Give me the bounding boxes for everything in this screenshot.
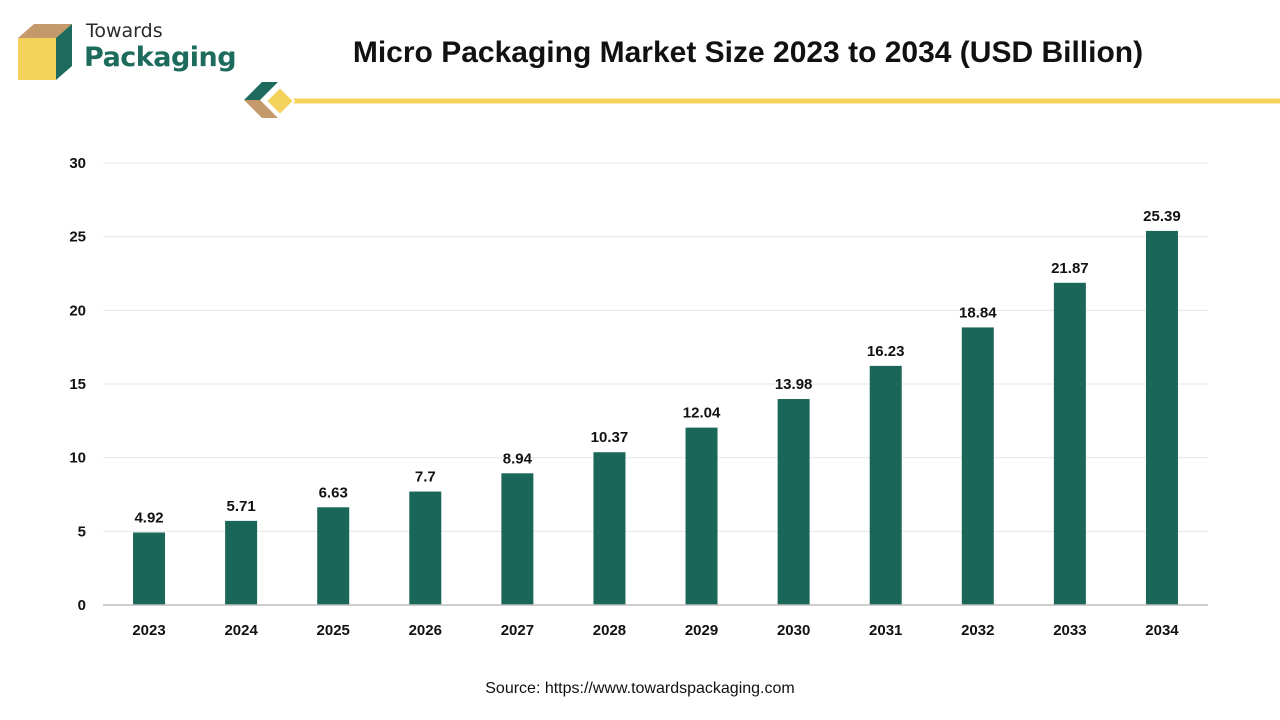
x-tick-label: 2033: [1053, 622, 1086, 639]
data-labels: 4.92 5.71 6.63 7.7 8.94 10.37 12.04 13.98 16.23 1…: [134, 208, 1180, 527]
brand-name-top: Towards: [86, 20, 163, 42]
data-label: 7.7: [415, 469, 436, 486]
x-tick-label: 2027: [501, 622, 534, 639]
diamond-yellow-icon: [264, 85, 296, 117]
x-tick-label: 2030: [777, 622, 810, 639]
x-axis-ticks: 2023 2024 2025 2026 2027 2028 2029 2030 2031 2032…: [132, 622, 1179, 639]
x-tick-label: 2031: [869, 622, 902, 639]
brand-name-bottom: Packaging: [84, 42, 237, 73]
data-label: 25.39: [1143, 208, 1181, 225]
bar: [133, 532, 166, 605]
x-tick-label: 2029: [685, 622, 718, 639]
data-label: 5.71: [227, 498, 256, 515]
grid-lines: [103, 162, 1208, 532]
bar: [501, 473, 534, 605]
x-tick-label: 2023: [132, 622, 165, 639]
data-label: 16.23: [867, 343, 905, 360]
y-tick-label: 0: [78, 597, 86, 614]
source-note: Source: https://www.towardspackaging.com: [485, 680, 795, 697]
data-label: 12.04: [683, 405, 721, 422]
bar: [685, 427, 718, 605]
title-accent-decoration: [244, 82, 1280, 118]
bar: [1145, 230, 1178, 606]
data-label: 21.87: [1051, 260, 1089, 277]
y-tick-label: 10: [69, 450, 86, 467]
bar: [593, 452, 626, 605]
x-tick-label: 2025: [317, 622, 350, 639]
bars: [133, 230, 1178, 606]
diamond-green-icon: [244, 82, 278, 100]
data-label: 18.84: [959, 304, 997, 321]
data-label: 10.37: [591, 429, 629, 446]
bar: [961, 327, 994, 605]
x-tick-label: 2024: [224, 622, 258, 639]
data-label: 4.92: [134, 510, 163, 527]
y-tick-label: 5: [78, 523, 86, 540]
bar: [1053, 282, 1086, 605]
x-tick-label: 2034: [1145, 622, 1179, 639]
box-logo-icon: [18, 24, 72, 80]
bar: [225, 520, 258, 605]
x-tick-label: 2026: [409, 622, 442, 639]
y-tick-label: 25: [69, 229, 86, 246]
y-tick-label: 15: [69, 376, 86, 393]
logo: Towards Packaging: [16, 20, 237, 82]
data-label: 13.98: [775, 376, 813, 393]
y-tick-label: 30: [69, 155, 86, 172]
x-tick-label: 2032: [961, 622, 994, 639]
bar: [777, 399, 810, 605]
diamond-tan-icon: [244, 100, 278, 118]
data-label: 6.63: [319, 484, 348, 501]
bar: [317, 507, 350, 605]
y-tick-label: 20: [69, 302, 86, 319]
chart-title: Micro Packaging Market Size 2023 to 2034…: [352, 36, 1144, 69]
y-axis-ticks: 0 5 10 15 20 25 30: [69, 155, 86, 614]
data-label: 8.94: [503, 450, 533, 467]
x-tick-label: 2028: [593, 622, 626, 639]
bar: [869, 365, 902, 605]
bar: [409, 491, 442, 605]
